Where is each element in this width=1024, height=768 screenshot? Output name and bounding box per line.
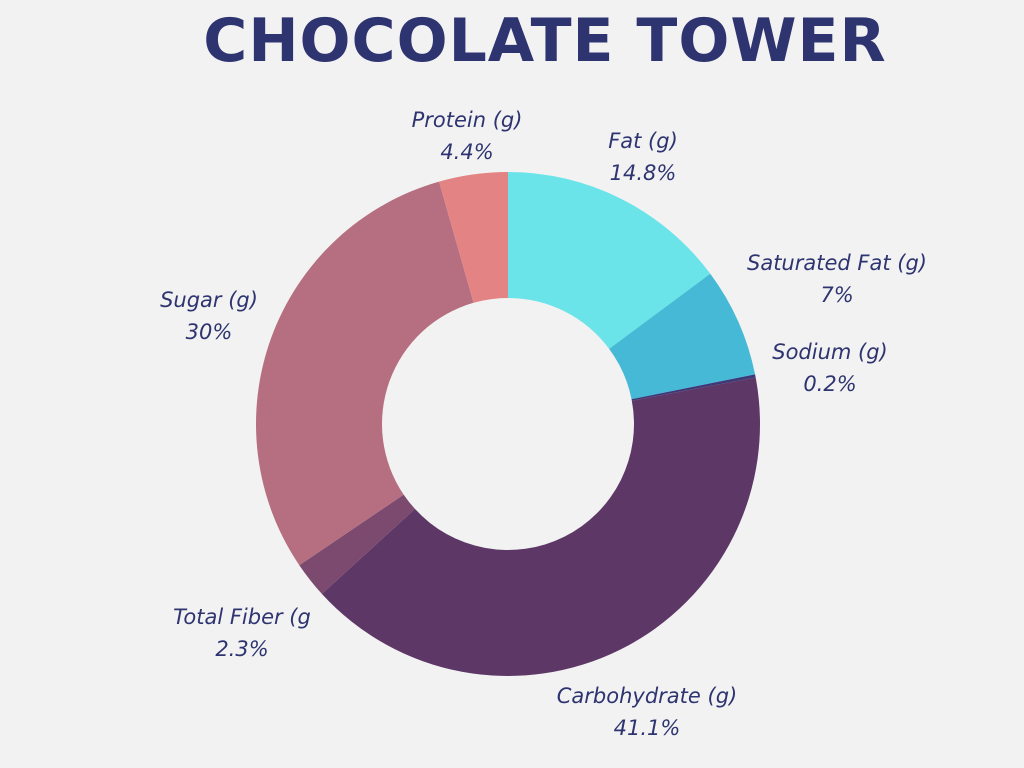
slice-sodium-g (631, 374, 756, 401)
slice-label-value: 7% (820, 283, 853, 307)
slice-label-value: 0.2% (803, 372, 856, 396)
slice-label-name: Protein (g) (412, 108, 523, 132)
slice-label-name: Carbohydrate (g) (557, 684, 737, 708)
slice-label-name: Sugar (g) (160, 288, 258, 312)
slice-label-value: 4.4% (440, 140, 493, 164)
slices-group (255, 172, 761, 677)
slice-label-name: Total Fiber (g (173, 605, 311, 629)
slice-label-value: 2.3% (215, 637, 268, 661)
chart-title: CHOCOLATE TOWER (203, 6, 887, 76)
slice-label-name: Fat (g) (608, 129, 678, 153)
slice-saturated-fat-g (609, 273, 756, 400)
slice-carbohydrate-g (321, 377, 761, 677)
slice-label-value: 30% (186, 320, 233, 344)
slice-label-name: Saturated Fat (g) (747, 251, 927, 275)
slice-sugar-g (255, 181, 474, 566)
slice-protein-g (439, 172, 508, 303)
slice-label-value: 14.8% (610, 161, 677, 185)
slice-fat-g (508, 172, 711, 349)
slice-total-fiber-g (299, 494, 415, 594)
labels-group: Fat (g) 14.8% Saturated Fat (g) 7% Sodium (g… (160, 108, 927, 740)
slice-label-value: 41.1% (614, 716, 681, 740)
slice-label-name: Sodium (g) (772, 340, 888, 364)
